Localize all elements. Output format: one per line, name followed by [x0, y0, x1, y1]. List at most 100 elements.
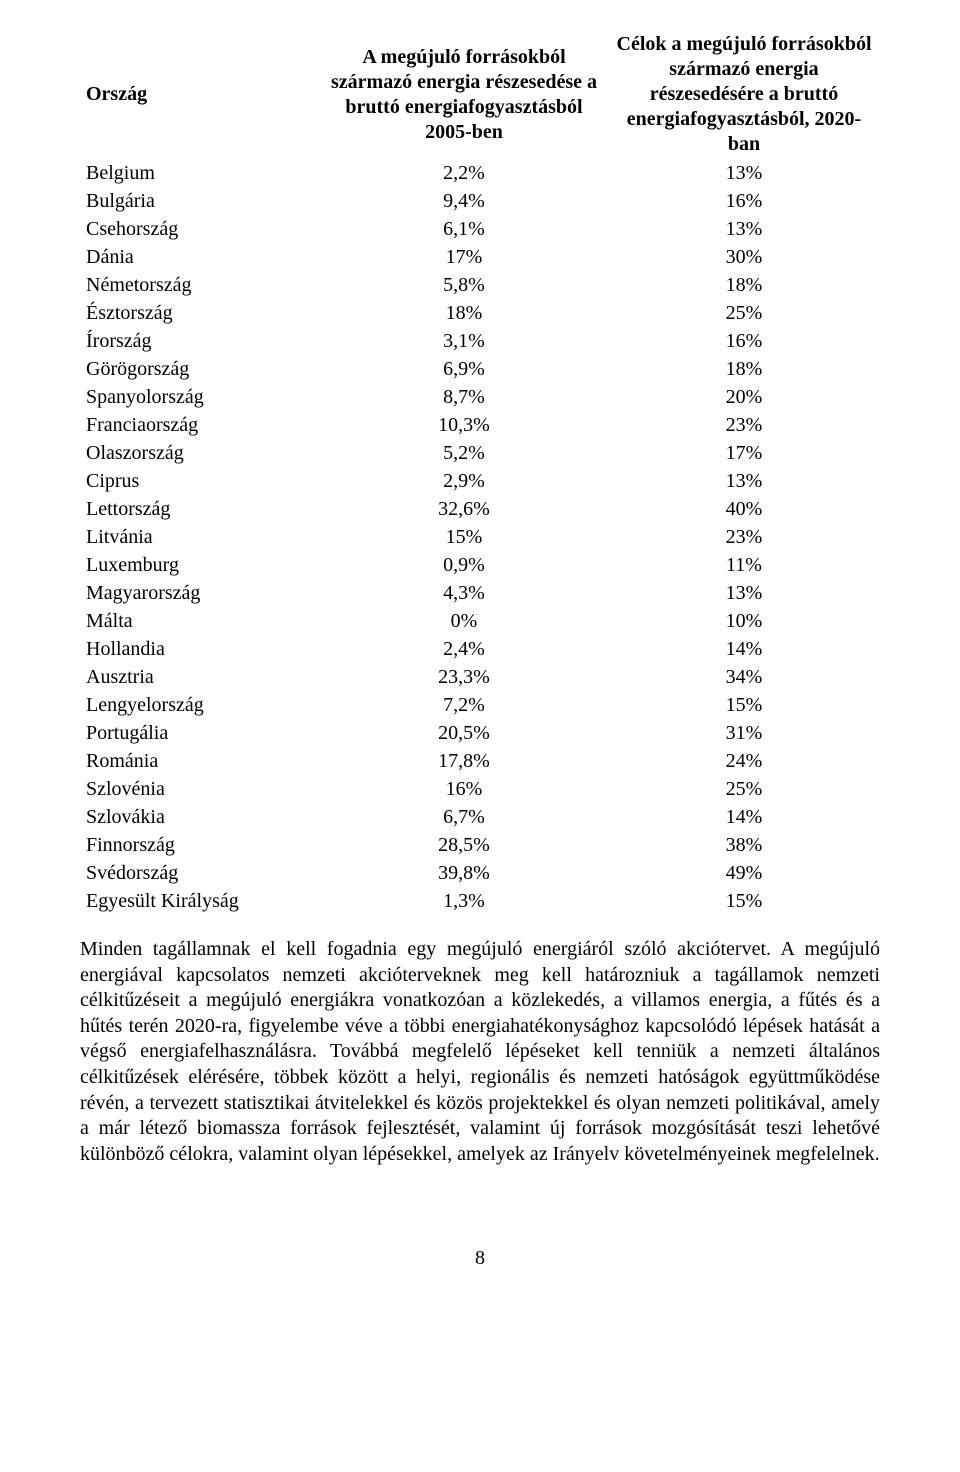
cell-2020: 30%	[608, 243, 880, 271]
cell-country: Portugália	[80, 719, 320, 747]
table-row: Svédország39,8%49%	[80, 859, 880, 887]
page: Ország A megújuló forrásokból származó e…	[0, 0, 960, 1290]
cell-country: Belgium	[80, 159, 320, 187]
table-row: Portugália20,5%31%	[80, 719, 880, 747]
cell-2005: 4,3%	[320, 579, 608, 607]
col-header-2020: Célok a megújuló forrásokból származó en…	[608, 30, 880, 159]
cell-country: Csehország	[80, 215, 320, 243]
cell-2005: 5,8%	[320, 271, 608, 299]
table-row: Belgium2,2%13%	[80, 159, 880, 187]
cell-2005: 1,3%	[320, 887, 608, 915]
cell-2005: 3,1%	[320, 327, 608, 355]
cell-country: Románia	[80, 747, 320, 775]
cell-2005: 32,6%	[320, 495, 608, 523]
cell-2005: 0%	[320, 607, 608, 635]
cell-2020: 38%	[608, 831, 880, 859]
cell-2005: 2,4%	[320, 635, 608, 663]
cell-2020: 14%	[608, 635, 880, 663]
table-row: Szlovénia16%25%	[80, 775, 880, 803]
table-row: Luxemburg0,9%11%	[80, 551, 880, 579]
cell-2020: 15%	[608, 691, 880, 719]
cell-2005: 0,9%	[320, 551, 608, 579]
table-head: Ország A megújuló forrásokból származó e…	[80, 30, 880, 159]
table-row: Csehország6,1%13%	[80, 215, 880, 243]
cell-2020: 31%	[608, 719, 880, 747]
table-row: Olaszország5,2%17%	[80, 439, 880, 467]
cell-2020: 18%	[608, 271, 880, 299]
table-row: Litvánia15%23%	[80, 523, 880, 551]
cell-2005: 8,7%	[320, 383, 608, 411]
cell-country: Hollandia	[80, 635, 320, 663]
cell-country: Dánia	[80, 243, 320, 271]
table-row: Spanyolország8,7%20%	[80, 383, 880, 411]
cell-2020: 23%	[608, 411, 880, 439]
cell-2020: 49%	[608, 859, 880, 887]
cell-2020: 13%	[608, 579, 880, 607]
cell-country: Magyarország	[80, 579, 320, 607]
table-row: Lettország32,6%40%	[80, 495, 880, 523]
cell-2005: 28,5%	[320, 831, 608, 859]
table-header-row: Ország A megújuló forrásokból származó e…	[80, 30, 880, 159]
cell-country: Németország	[80, 271, 320, 299]
cell-2005: 6,9%	[320, 355, 608, 383]
cell-country: Litvánia	[80, 523, 320, 551]
cell-2020: 14%	[608, 803, 880, 831]
table-row: Románia17,8%24%	[80, 747, 880, 775]
cell-2005: 16%	[320, 775, 608, 803]
cell-country: Svédország	[80, 859, 320, 887]
table-row: Egyesült Királyság1,3%15%	[80, 887, 880, 915]
cell-country: Lengyelország	[80, 691, 320, 719]
cell-2020: 13%	[608, 215, 880, 243]
cell-2020: 13%	[608, 467, 880, 495]
renewable-energy-table: Ország A megújuló forrásokból származó e…	[80, 30, 880, 915]
cell-2005: 20,5%	[320, 719, 608, 747]
table-row: Dánia17%30%	[80, 243, 880, 271]
table-row: Bulgária9,4%16%	[80, 187, 880, 215]
cell-country: Írország	[80, 327, 320, 355]
cell-2005: 7,2%	[320, 691, 608, 719]
col-header-2005: A megújuló forrásokból származó energia …	[320, 30, 608, 159]
cell-country: Franciaország	[80, 411, 320, 439]
table-row: Görögország6,9%18%	[80, 355, 880, 383]
table-row: Franciaország10,3%23%	[80, 411, 880, 439]
cell-2020: 17%	[608, 439, 880, 467]
table-row: Hollandia2,4%14%	[80, 635, 880, 663]
cell-country: Lettország	[80, 495, 320, 523]
cell-2005: 6,7%	[320, 803, 608, 831]
cell-2020: 23%	[608, 523, 880, 551]
cell-2020: 20%	[608, 383, 880, 411]
cell-country: Egyesült Királyság	[80, 887, 320, 915]
cell-country: Spanyolország	[80, 383, 320, 411]
cell-2005: 2,2%	[320, 159, 608, 187]
cell-2020: 10%	[608, 607, 880, 635]
table-row: Németország5,8%18%	[80, 271, 880, 299]
cell-2020: 25%	[608, 299, 880, 327]
cell-2020: 15%	[608, 887, 880, 915]
cell-2005: 39,8%	[320, 859, 608, 887]
cell-country: Luxemburg	[80, 551, 320, 579]
cell-country: Ciprus	[80, 467, 320, 495]
cell-2020: 11%	[608, 551, 880, 579]
cell-2020: 13%	[608, 159, 880, 187]
table-row: Ciprus2,9%13%	[80, 467, 880, 495]
cell-country: Bulgária	[80, 187, 320, 215]
table-row: Magyarország4,3%13%	[80, 579, 880, 607]
cell-country: Görögország	[80, 355, 320, 383]
table-row: Finnország28,5%38%	[80, 831, 880, 859]
table-row: Szlovákia6,7%14%	[80, 803, 880, 831]
cell-2020: 25%	[608, 775, 880, 803]
cell-2020: 34%	[608, 663, 880, 691]
cell-2020: 16%	[608, 187, 880, 215]
cell-2005: 10,3%	[320, 411, 608, 439]
cell-country: Olaszország	[80, 439, 320, 467]
cell-2005: 9,4%	[320, 187, 608, 215]
cell-2020: 40%	[608, 495, 880, 523]
cell-2005: 15%	[320, 523, 608, 551]
cell-2005: 23,3%	[320, 663, 608, 691]
table-row: Írország3,1%16%	[80, 327, 880, 355]
col-header-country: Ország	[80, 30, 320, 159]
body-paragraph: Minden tagállamnak el kell fogadnia egy …	[80, 937, 880, 1167]
cell-country: Ausztria	[80, 663, 320, 691]
page-number: 8	[80, 1247, 880, 1270]
table-row: Ausztria23,3%34%	[80, 663, 880, 691]
